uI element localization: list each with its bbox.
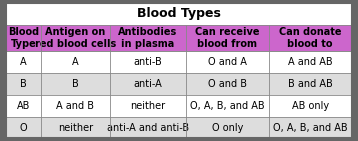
Text: Blood
Type: Blood Type	[8, 27, 39, 49]
Text: A: A	[72, 57, 79, 67]
Text: A and AB: A and AB	[288, 57, 333, 67]
Text: neither: neither	[130, 101, 165, 111]
Text: AB: AB	[17, 101, 30, 111]
Text: Can donate
blood to: Can donate blood to	[279, 27, 342, 49]
Text: O: O	[20, 123, 28, 133]
Text: O only: O only	[212, 123, 243, 133]
Bar	[6, 73, 352, 95]
Text: Antigen on
red blood cells: Antigen on red blood cells	[35, 27, 116, 49]
Text: Blood Types: Blood Types	[137, 7, 221, 20]
Text: B: B	[20, 79, 27, 89]
Text: O and B: O and B	[208, 79, 247, 89]
Text: anti-A and anti-B: anti-A and anti-B	[107, 123, 189, 133]
Bar	[6, 51, 352, 73]
Bar	[6, 3, 352, 25]
Bar	[6, 117, 352, 138]
Text: O and A: O and A	[208, 57, 247, 67]
Text: A: A	[20, 57, 27, 67]
Bar	[6, 95, 352, 117]
Bar	[6, 25, 352, 51]
Text: neither: neither	[58, 123, 93, 133]
Text: anti-B: anti-B	[134, 57, 162, 67]
Text: O, A, B, and AB: O, A, B, and AB	[273, 123, 348, 133]
Text: AB only: AB only	[291, 101, 329, 111]
Text: O, A, B, and AB: O, A, B, and AB	[190, 101, 265, 111]
Text: Antibodies
in plasma: Antibodies in plasma	[118, 27, 178, 49]
Text: anti-A: anti-A	[134, 79, 162, 89]
Text: A and B: A and B	[57, 101, 95, 111]
Text: B: B	[72, 79, 79, 89]
Text: Can receive
blood from: Can receive blood from	[195, 27, 260, 49]
Text: B and AB: B and AB	[288, 79, 333, 89]
